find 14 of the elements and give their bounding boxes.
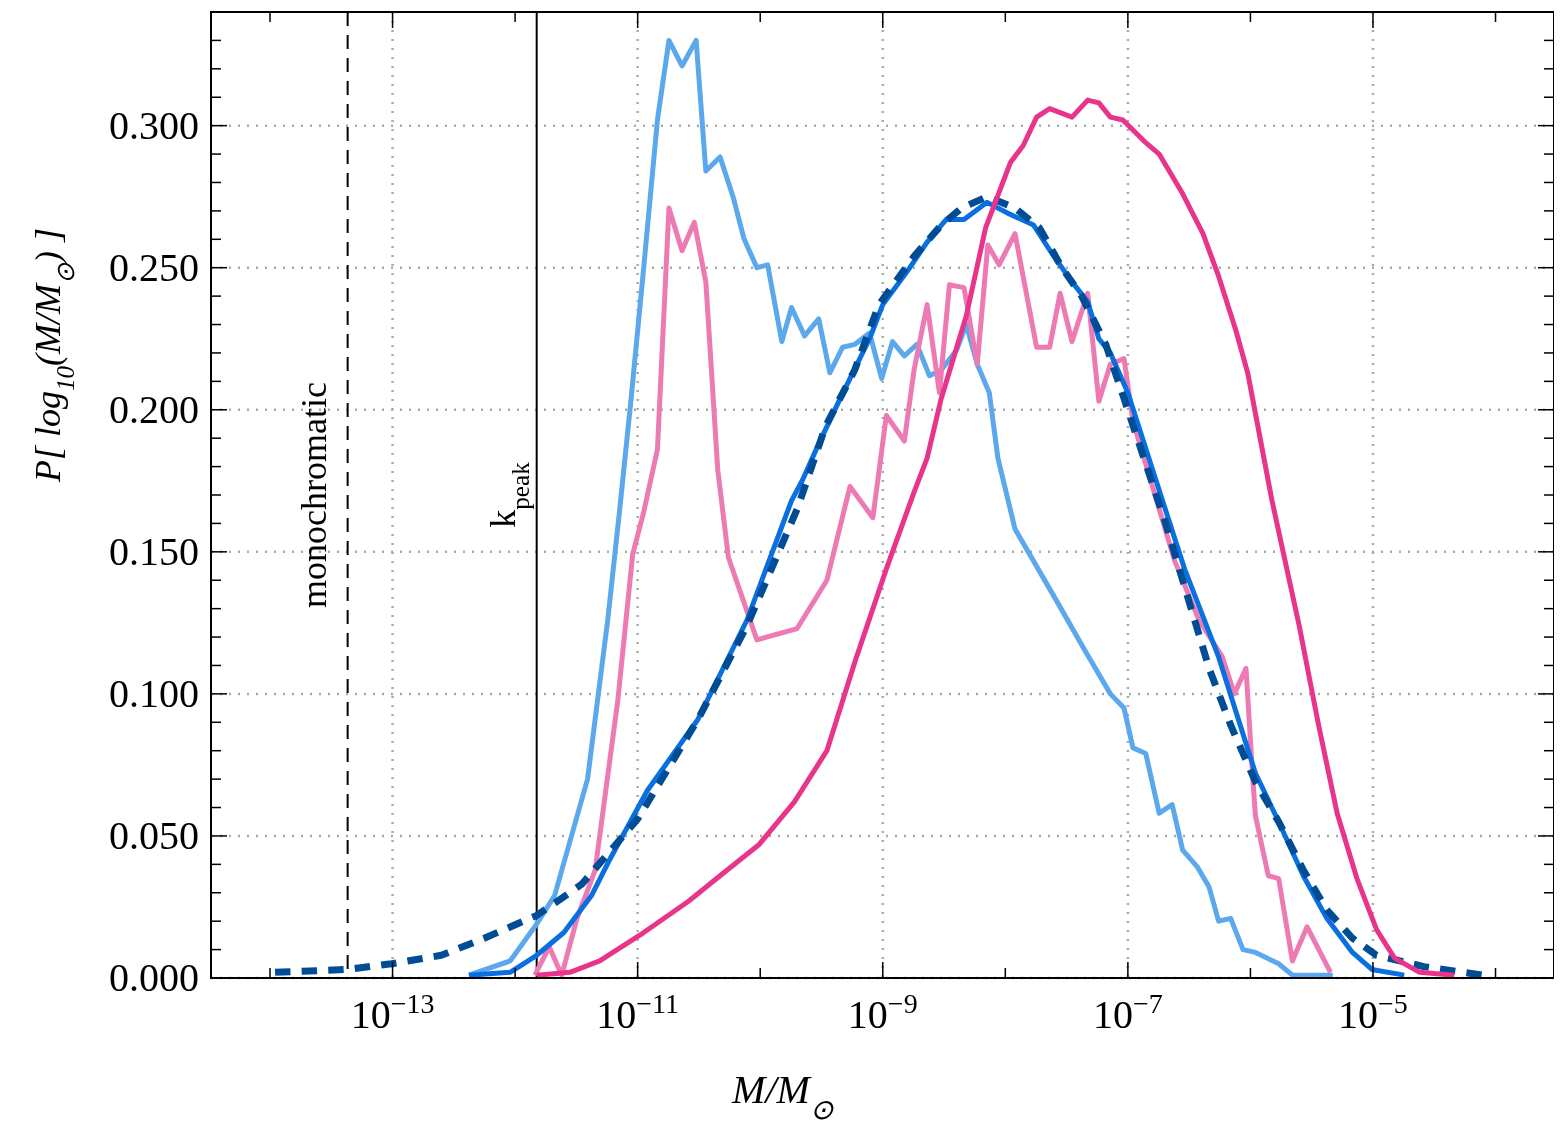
x-axis-title: M/M$_{⊙}$ [731,1067,834,1125]
x-tick-label: 10$^{−7}$ [1092,987,1163,1037]
y-tick-label: 0.100 [109,670,199,716]
ref-line-label: monochromatic [293,382,334,608]
x-tick-label: 10$^{−9}$ [847,987,918,1037]
y-tick-label: 0.300 [109,102,199,148]
y-tick-label: 0.200 [109,386,199,432]
x-tick-label: 10$^{−13}$ [350,987,435,1037]
y-tick-label: 0.050 [109,812,199,858]
x-tick-label: 10$^{−5}$ [1338,987,1408,1037]
y-tick-label: 0.250 [109,244,199,290]
y-tick-label: 0.000 [109,955,199,1000]
x-tick-label: 10$^{−11}$ [596,987,680,1037]
y-tick-label: 0.150 [109,528,199,574]
